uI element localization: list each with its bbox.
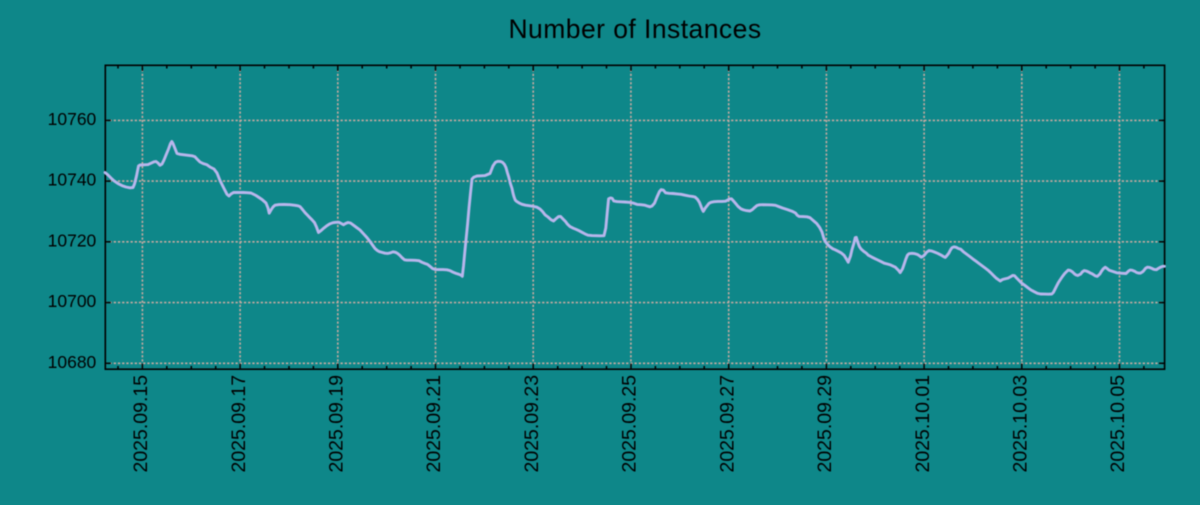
svg-text:10700: 10700 <box>48 291 97 311</box>
svg-text:2025.09.23: 2025.09.23 <box>521 375 543 473</box>
svg-text:2025.09.25: 2025.09.25 <box>619 375 641 473</box>
svg-text:10760: 10760 <box>48 109 97 129</box>
svg-text:Number of Instances: Number of Instances <box>508 14 761 44</box>
svg-text:2025.09.21: 2025.09.21 <box>423 375 445 473</box>
svg-text:2025.10.03: 2025.10.03 <box>1010 375 1032 473</box>
svg-text:10680: 10680 <box>48 352 97 372</box>
svg-text:2025.09.15: 2025.09.15 <box>130 375 152 473</box>
svg-text:2025.09.27: 2025.09.27 <box>716 375 738 473</box>
svg-text:10720: 10720 <box>48 230 97 250</box>
svg-text:2025.10.01: 2025.10.01 <box>912 375 934 473</box>
svg-text:10740: 10740 <box>48 170 97 190</box>
svg-text:2025.10.05: 2025.10.05 <box>1107 375 1129 473</box>
svg-text:2025.09.29: 2025.09.29 <box>814 375 836 473</box>
svg-text:2025.09.19: 2025.09.19 <box>326 375 348 473</box>
svg-text:2025.09.17: 2025.09.17 <box>228 375 250 473</box>
